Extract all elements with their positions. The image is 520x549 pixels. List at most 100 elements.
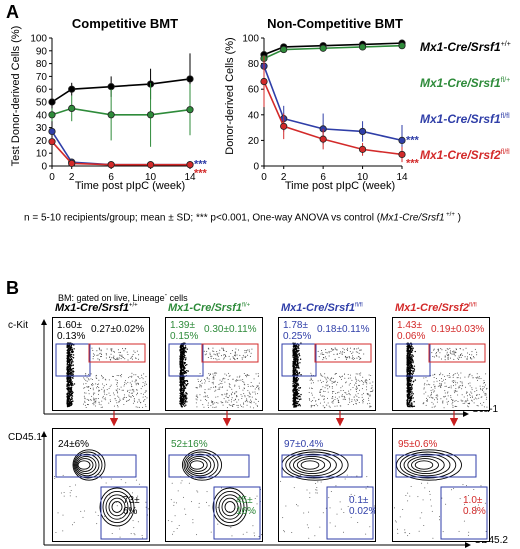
flow-event [293,379,296,381]
flow-event [319,526,321,528]
flow-event [355,388,357,390]
flow-event [137,376,139,378]
flow-event [69,495,71,497]
flow-event [115,400,117,402]
flow-event [258,382,260,384]
chart1-point-fl_plus [68,104,76,113]
flow-event [293,359,296,361]
flow-event [357,399,359,401]
flow-event [246,376,248,378]
flow-event [236,376,238,378]
flow-event [333,390,335,392]
flow-event [421,512,423,514]
flow-event [477,405,479,407]
flow-event [299,405,301,407]
flow-event [133,391,135,393]
flow-event [316,492,318,494]
flow-event [439,382,441,384]
flow-event [180,383,183,386]
flow-event [62,474,64,476]
flow-event [311,374,313,376]
flow-event [183,400,185,402]
flow-event [98,349,100,351]
flow-event [354,358,356,360]
flow-event [297,361,299,363]
flow-event [70,361,73,363]
flow-event [328,355,330,357]
flow-event [321,349,323,351]
flow-event [179,357,182,360]
flow-event [228,511,230,513]
flow-event [460,399,462,401]
flow-event [182,360,184,363]
flow-event [211,382,213,384]
flow-event [70,404,72,406]
flow-event [407,362,409,364]
flow-event [101,477,103,479]
flow-event [293,397,295,399]
flow-event [197,378,199,380]
flow-event [228,355,230,357]
flow-event [315,400,317,402]
flow-event [199,373,201,375]
flow-event [308,391,310,393]
flow-event [86,377,88,379]
flow-event [366,476,368,478]
flow-event [445,349,447,351]
flow-event [253,385,255,387]
flow-event [110,401,112,403]
flow-event [308,537,310,539]
flow-event [339,375,341,377]
contour-top [293,455,331,475]
flow-event [322,405,324,407]
flow-event [69,377,71,380]
flow-event [195,398,197,400]
flow-event [226,396,228,398]
chart1-xlabel: Time post pIpC (week) [74,180,186,192]
flow-event [282,517,284,519]
flow-event [240,394,242,396]
flow-event [332,402,334,404]
flow-event [369,395,371,397]
flow-event [423,402,425,404]
flow-event [471,400,473,402]
flow-event [409,391,412,394]
flow-event [87,475,89,477]
flow-event [233,400,235,402]
flow-event [412,355,415,357]
flow-event [122,356,124,358]
flow-event [482,389,484,391]
flow-event [477,379,479,381]
flow-event [254,388,256,390]
flow-event [406,352,409,355]
flow-event [458,374,460,376]
flow-event [432,403,434,405]
flow-event [347,356,349,358]
flow-event [462,400,464,402]
flow-event [203,396,205,398]
flow-event [179,362,182,364]
flow-event [131,376,133,378]
flow-event [465,399,467,401]
flow-top-left-pct-1: 1.39± 0.15% [170,320,199,342]
flow-event [231,397,233,399]
flow-event [128,395,130,397]
flow-event [366,380,368,382]
flow-event [410,358,413,360]
flow-event [467,534,469,536]
flow-event [329,386,331,388]
flow-event [144,396,146,398]
flow-event [256,386,258,388]
flow-event [358,384,360,386]
flow-event [254,497,256,499]
flow-event [440,398,442,400]
flow-event [317,481,319,483]
flow-event [409,352,412,354]
flow-event [298,398,301,401]
flow-event [186,379,188,382]
flow-event [243,381,245,383]
flow-event [223,354,225,356]
flow-event [436,399,438,401]
flow-event [423,384,425,386]
flow-event [142,382,144,384]
